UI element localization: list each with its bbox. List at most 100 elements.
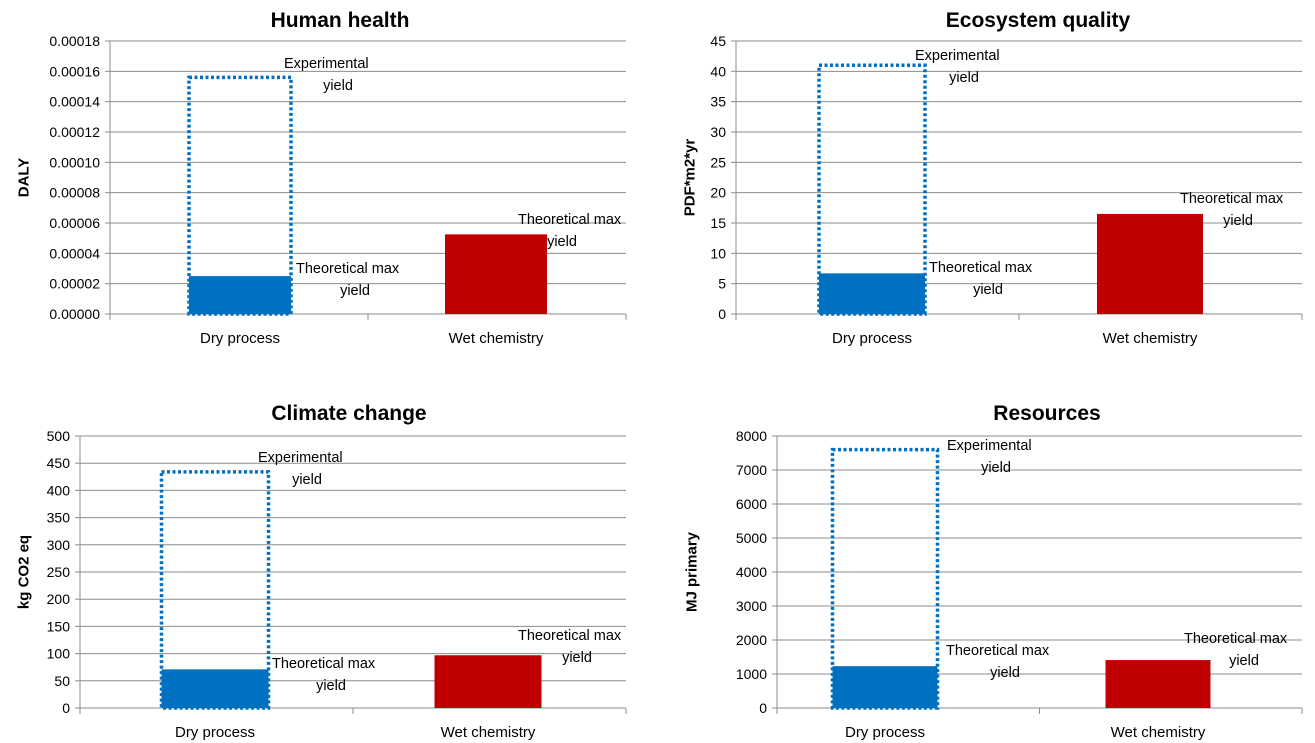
annotation-line: Experimental: [258, 450, 343, 466]
wet-chemistry-bar: [1097, 213, 1203, 314]
annotation-line: yield: [340, 283, 370, 299]
wet-theoretical-max-annotation: Theoretical max yield: [1180, 191, 1284, 229]
dry-theoretical-max-annotation: Theoretical max yield: [929, 260, 1033, 298]
y-tick-label: 0.00006: [49, 215, 100, 231]
y-tick-label: 40: [710, 63, 726, 79]
chart-title: Resources: [993, 402, 1100, 425]
dry-process-bar: [832, 666, 938, 708]
annotation-line: yield: [316, 678, 346, 694]
y-tick-label: 20: [710, 185, 726, 201]
y-tick-label: 0.00012: [49, 124, 100, 140]
y-tick-label: 100: [47, 646, 71, 662]
y-tick-label: 45: [710, 33, 726, 49]
annotation-line: Theoretical max: [518, 212, 622, 228]
y-tick-label: 0.00000: [49, 306, 100, 322]
x-category-label: Dry process: [175, 724, 255, 741]
experimental-yield-annotation: Experimental yield: [258, 450, 343, 488]
y-tick-label: 500: [47, 428, 71, 444]
annotation-line: Theoretical max: [946, 643, 1050, 659]
annotation-line: Theoretical max: [929, 260, 1033, 276]
annotation-line: Experimental: [284, 56, 369, 72]
annotation-line: yield: [981, 460, 1011, 476]
annotation-line: Theoretical max: [1184, 631, 1288, 647]
dry-process-bar: [189, 276, 291, 314]
annotation-line: yield: [1223, 213, 1253, 229]
y-tick-label: 450: [47, 455, 71, 471]
wet-chemistry-bar: [434, 655, 542, 708]
y-tick-label: 7000: [736, 462, 767, 478]
chart-title: Climate change: [271, 402, 426, 425]
y-tick-label: 350: [47, 510, 71, 526]
wet-theoretical-max-annotation: Theoretical max yield: [1184, 631, 1288, 669]
x-category-label: Wet chemistry: [441, 724, 536, 741]
chart-title: Ecosystem quality: [946, 9, 1131, 32]
y-tick-label: 400: [47, 482, 71, 498]
y-axis-label: DALY: [16, 158, 33, 197]
y-tick-label: 25: [710, 154, 726, 170]
y-tick-label: 5: [718, 276, 726, 292]
y-tick-label: 0.00018: [49, 33, 100, 49]
dry-theoretical-max-annotation: Theoretical max yield: [272, 656, 376, 694]
y-tick-label: 10: [710, 245, 726, 261]
experimental-yield-annotation: Experimental yield: [284, 56, 369, 94]
y-tick-label: 6000: [736, 496, 767, 512]
dry-process-bar: [819, 273, 925, 314]
dry-process-bar: [161, 669, 269, 708]
chart-2: Ecosystem quality PDF*m2*yr 0 5 10 15 20 25 30 35…: [682, 9, 1303, 347]
annotation-line: yield: [547, 234, 577, 250]
experimental-yield-outline: [159, 470, 271, 710]
x-category-label: Wet chemistry: [1111, 724, 1206, 741]
annotation-line: Experimental: [947, 438, 1032, 454]
y-tick-label: 2000: [736, 632, 767, 648]
x-category-label: Wet chemistry: [1103, 330, 1198, 347]
y-axis-label: kg CO2 eq: [16, 535, 33, 609]
y-tick-label: 0.00010: [49, 154, 100, 170]
experimental-yield-annotation: Experimental yield: [947, 438, 1032, 476]
annotation-line: yield: [1229, 653, 1259, 669]
x-category-label: Dry process: [200, 330, 280, 347]
annotation-line: Theoretical max: [518, 628, 622, 644]
y-tick-label: 150: [47, 618, 71, 634]
wet-theoretical-max-annotation: Theoretical max yield: [518, 212, 622, 250]
y-tick-label: 300: [47, 537, 71, 553]
y-tick-label: 0.00008: [49, 185, 100, 201]
annotation-line: Theoretical max: [272, 656, 376, 672]
wet-chemistry-bar: [1105, 660, 1211, 708]
annotation-line: yield: [973, 282, 1003, 298]
chart-1: Human health DALY 0.00000 0.00002 0.00004 0.0…: [16, 9, 627, 347]
y-tick-label: 0: [759, 700, 767, 716]
y-tick-label: 3000: [736, 598, 767, 614]
annotation-line: Theoretical max: [296, 261, 400, 277]
chart-3: Climate change kg CO2 eq 0 50 100 150 200 250 30…: [16, 402, 627, 741]
experimental-yield-outline: [830, 447, 940, 710]
experimental-yield-annotation: Experimental yield: [915, 48, 1000, 86]
annotation-line: yield: [949, 70, 979, 86]
y-tick-label: 35: [710, 94, 726, 110]
x-category-label: Dry process: [845, 724, 925, 741]
x-category-label: Dry process: [832, 330, 912, 347]
wet-chemistry-bar: [445, 234, 547, 314]
annotation-line: yield: [292, 472, 322, 488]
chart-4: Resources MJ primary 0 1000 2000 3000 4000 5000…: [684, 402, 1303, 741]
y-tick-label: 8000: [736, 428, 767, 444]
annotation-line: Experimental: [915, 48, 1000, 64]
annotation-line: yield: [562, 650, 592, 666]
annotation-line: yield: [323, 78, 353, 94]
y-tick-label: 0.00014: [49, 94, 100, 110]
y-axis-label: MJ primary: [684, 531, 701, 612]
y-tick-label: 50: [54, 673, 70, 689]
y-tick-label: 0.00004: [49, 245, 100, 261]
y-tick-label: 4000: [736, 564, 767, 580]
experimental-yield-outline: [817, 63, 927, 316]
annotation-line: yield: [990, 665, 1020, 681]
wet-theoretical-max-annotation: Theoretical max yield: [518, 628, 622, 666]
y-tick-label: 0: [718, 306, 726, 322]
y-tick-label: 0.00002: [49, 276, 100, 292]
y-axis-label: PDF*m2*yr: [682, 139, 699, 217]
dry-theoretical-max-annotation: Theoretical max yield: [946, 643, 1050, 681]
annotation-line: Theoretical max: [1180, 191, 1284, 207]
y-tick-label: 0.00016: [49, 63, 100, 79]
experimental-yield-outline: [187, 75, 293, 316]
y-tick-label: 250: [47, 564, 71, 580]
chart-title: Human health: [271, 9, 410, 32]
